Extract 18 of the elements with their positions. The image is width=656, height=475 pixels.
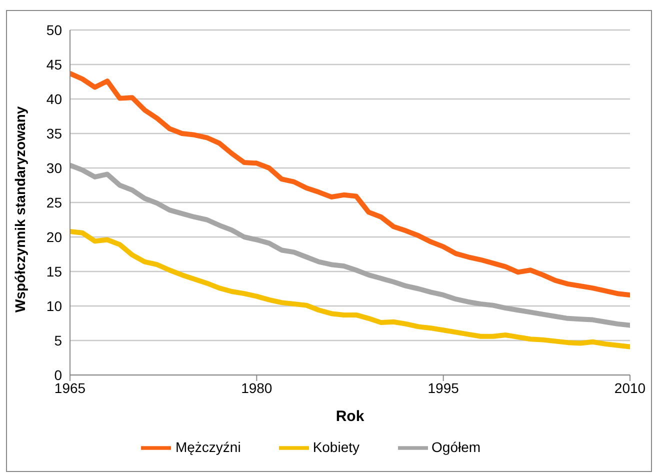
x-tick-label: 1995 — [428, 380, 460, 396]
legend-label: Kobiety — [312, 438, 360, 455]
x-tick-label: 1980 — [241, 380, 272, 396]
y-tick-label: 40 — [46, 90, 62, 107]
y-tick-label: 5 — [54, 332, 62, 348]
y-tick-label: 50 — [46, 22, 62, 38]
y-axis-title: Współczynnik standaryzowany — [12, 106, 28, 312]
y-tick-label: 10 — [46, 298, 62, 314]
x-tick-label: 2010 — [614, 380, 646, 396]
y-tick-label: 25 — [46, 194, 62, 210]
y-tick-label: 35 — [46, 125, 62, 142]
legend-label: Mężczyźni — [175, 438, 241, 455]
y-tick-label: 20 — [46, 228, 62, 245]
legend-label: Ogółem — [432, 438, 481, 455]
x-axis-title: Rok — [336, 408, 365, 425]
y-tick-label: 30 — [46, 160, 62, 176]
y-tick-label: 15 — [46, 263, 62, 280]
y-tick-label: 45 — [46, 56, 62, 72]
